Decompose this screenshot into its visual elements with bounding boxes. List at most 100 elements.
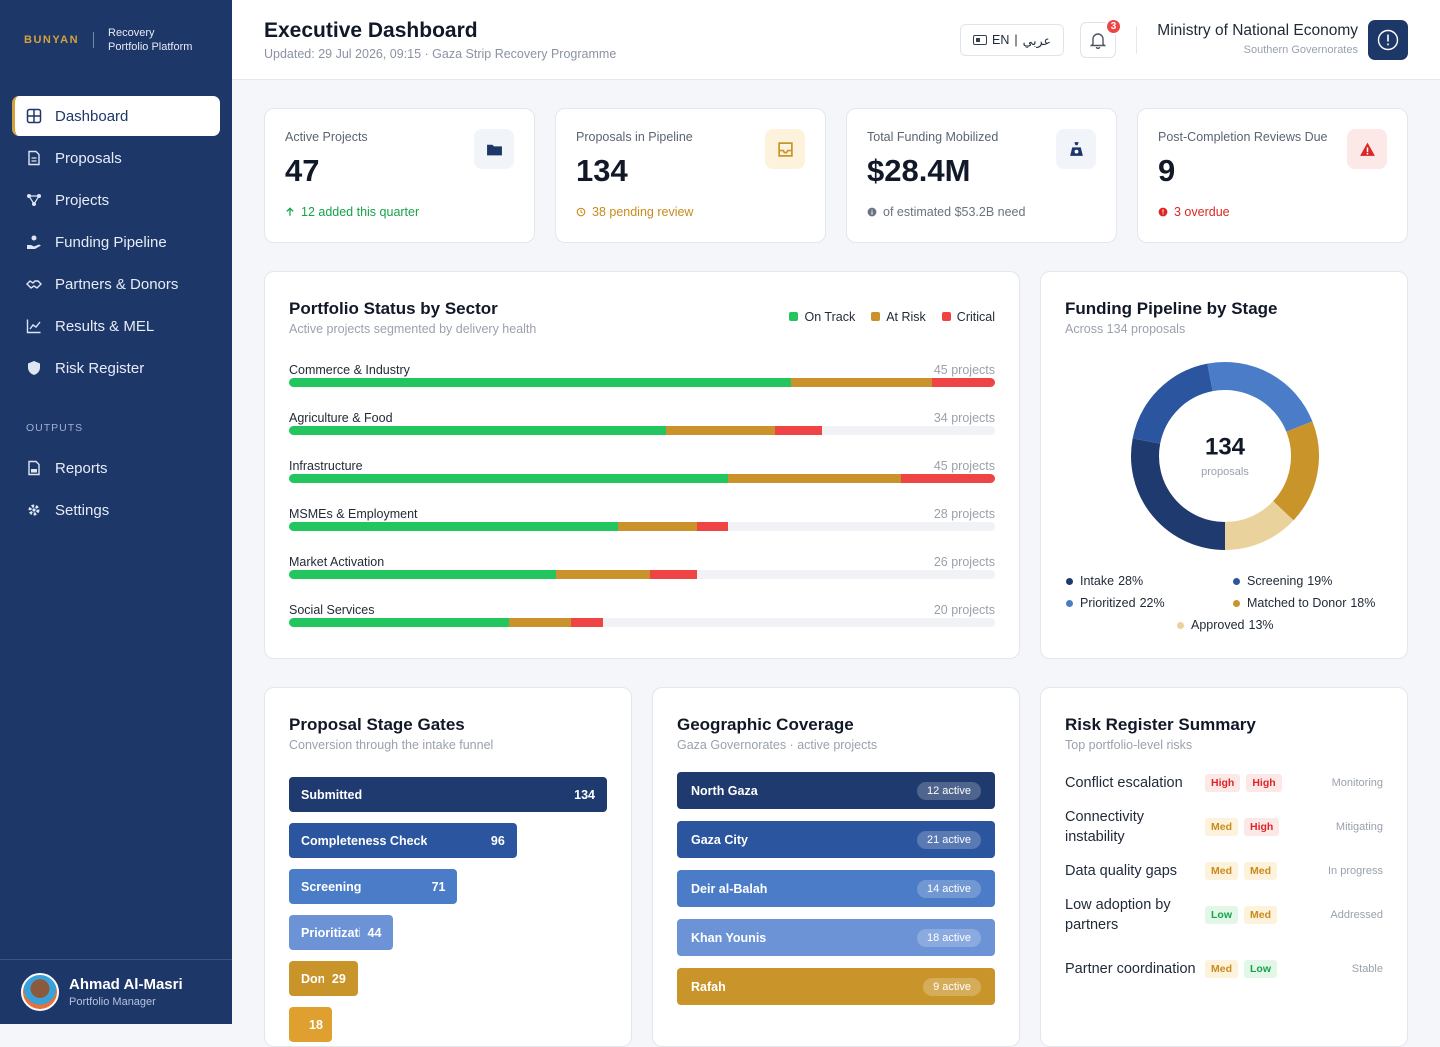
governorate-row[interactable]: Khan Younis 18 active <box>677 919 995 956</box>
organization-logo[interactable] <box>1368 20 1408 60</box>
sector-total: 28 projects <box>933 507 995 521</box>
bar-track <box>289 570 995 579</box>
nav-item[interactable]: Proposals <box>12 138 220 178</box>
alert-icon <box>1377 29 1399 51</box>
icon-shape <box>28 504 40 516</box>
nav-item[interactable]: Risk Register <box>12 348 220 388</box>
bar-segment <box>649 570 697 579</box>
kpi-note: of estimated $53.2B need <box>867 205 1025 219</box>
legend-dot <box>1233 599 1240 607</box>
bar-segment <box>289 570 556 579</box>
divider <box>1136 26 1137 54</box>
kpi-note-text: of estimated $53.2B need <box>883 205 1026 219</box>
funnel-bar: Prioritizati... 44 <box>289 915 394 950</box>
legend-dot <box>1233 577 1240 585</box>
nav-item[interactable]: Dashboard <box>12 96 220 136</box>
notifications-button[interactable]: 3 <box>1080 18 1122 58</box>
kpi-label: Post-Completion Reviews Due <box>1158 130 1328 144</box>
icon-shape <box>29 321 41 330</box>
governorate-name: Deir al-Balah <box>691 881 768 896</box>
legend-item: Critical <box>941 310 995 324</box>
nav-label: Risk Register <box>55 359 145 377</box>
kpi-label: Proposals in Pipeline <box>576 130 693 144</box>
nav-item[interactable]: Partners & Donors <box>12 264 220 304</box>
likelihood-pill: High <box>1205 774 1241 792</box>
governorate-name: Gaza City <box>691 832 748 847</box>
legend-item: On Track <box>789 310 855 324</box>
legend-swatch <box>941 312 951 321</box>
donut-segment <box>1132 363 1214 445</box>
avatar <box>21 973 59 1011</box>
bar-segment <box>289 378 792 387</box>
nav-item[interactable]: Reports <box>12 448 220 488</box>
sector-row: Infrastructure 45 projects <box>289 459 995 483</box>
legend-label: Matched to Donor <box>1247 596 1347 610</box>
impact-pill: Med <box>1244 906 1277 924</box>
legend-label: At Risk <box>886 310 926 324</box>
governorate-row[interactable]: North Gaza 12 active <box>677 772 995 809</box>
notification-count: 3 <box>1105 18 1122 35</box>
nav-label: Funding Pipeline <box>55 233 167 251</box>
kpi-value: 134 <box>576 153 628 188</box>
brand[interactable]: BUNYAN Recovery Portfolio Platform <box>24 26 192 54</box>
nav-item[interactable]: Results & MEL <box>12 306 220 346</box>
icon-shape <box>31 157 37 162</box>
organization: Ministry of National Economy Southern Go… <box>1157 22 1358 56</box>
nav-label: Dashboard <box>55 107 129 125</box>
governorate-row[interactable]: Deir al-Balah 14 active <box>677 870 995 907</box>
governorate-row[interactable]: Gaza City 21 active <box>677 821 995 858</box>
bar-track <box>289 378 995 387</box>
sidebar: BUNYAN Recovery Portfolio Platform Dashbo… <box>0 0 232 1024</box>
card-title: Funding Pipeline by Stage <box>1065 299 1278 318</box>
legend-dot <box>1066 599 1073 607</box>
kpi-value: 47 <box>285 153 320 188</box>
kpi-card[interactable]: Post-Completion Reviews Due 9 3 overdue <box>1137 108 1408 243</box>
icon <box>28 504 40 516</box>
risk-row: Conflict escalation High High Monitoring <box>1065 772 1383 794</box>
nav-item[interactable]: Settings <box>12 490 220 530</box>
user-info: Ahmad Al-Masri Portfolio Manager <box>69 976 183 1008</box>
kpi-note: 38 pending review <box>576 205 693 219</box>
legend-label: Critical <box>956 310 995 324</box>
icon-shape <box>31 469 37 473</box>
stage-value: 29 <box>331 971 346 986</box>
nav-item[interactable]: Projects <box>12 180 220 220</box>
product-name: Recovery Portfolio Platform <box>108 26 192 54</box>
risk-status: Mitigating <box>1335 821 1383 833</box>
legend-label: Screening <box>1247 574 1304 588</box>
bar-track <box>289 618 995 627</box>
bar-segment <box>618 522 697 531</box>
legend-swatch <box>789 312 799 321</box>
legend: On Track At Risk Critical <box>789 310 995 324</box>
user-role: Portfolio Manager <box>69 996 156 1008</box>
sector-row: Social Services 20 projects <box>289 603 995 627</box>
stage-label: Completeness Check <box>301 833 428 848</box>
nav-item[interactable]: Funding Pipeline <box>12 222 220 262</box>
kpi-card[interactable]: Total Funding Mobilized $28.4M of estimate… <box>846 108 1117 243</box>
governorate-row[interactable]: Rafah 9 active <box>677 968 995 1005</box>
risk-status: Monitoring <box>1331 777 1383 789</box>
organization-name: Ministry of National Economy <box>1157 22 1358 39</box>
sector-row: Market Activation 26 projects <box>289 555 995 579</box>
card-title: Geographic Coverage <box>677 715 854 734</box>
stage-gates-card: Proposal Stage Gates Conversion through … <box>264 687 632 1047</box>
nav-label: Proposals <box>55 149 122 167</box>
bar-track <box>289 474 995 483</box>
donut-center-value: 134 <box>1205 433 1246 460</box>
kpi-value: $28.4M <box>867 153 971 188</box>
icon <box>576 207 586 217</box>
icon <box>486 144 502 155</box>
legend-item: Intake 28% <box>1066 574 1143 588</box>
user-profile[interactable]: Ahmad Al-Masri Portfolio Manager <box>0 959 232 1024</box>
sector-total: 45 projects <box>933 459 995 473</box>
stage-value: 44 <box>367 925 382 940</box>
donut-center-label: proposals <box>1201 466 1249 478</box>
kpi-card[interactable]: Active Projects 47 12 added this quarter <box>264 108 535 243</box>
donut-segment <box>1272 421 1319 521</box>
stage-value: 18 <box>309 1017 323 1032</box>
icon-shape <box>1073 141 1079 145</box>
language-toggle[interactable]: EN | عربي <box>960 24 1064 56</box>
bar-segment <box>289 426 666 435</box>
donut-segment <box>1131 438 1226 550</box>
kpi-card[interactable]: Proposals in Pipeline 134 38 pending revie… <box>555 108 826 243</box>
